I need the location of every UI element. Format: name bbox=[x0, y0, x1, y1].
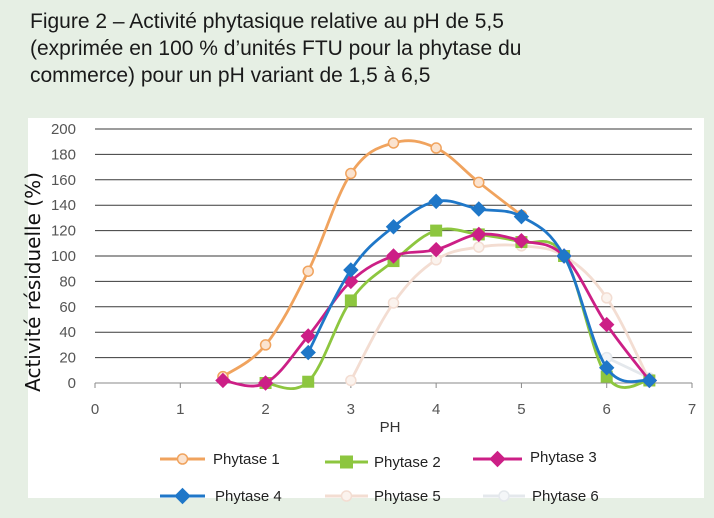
y-tick-label: 200 bbox=[51, 121, 76, 138]
figure-caption: Figure 2 – Activité phytasique relative … bbox=[30, 8, 700, 89]
data-point-series-1 bbox=[345, 167, 357, 180]
legend-swatch-marker bbox=[489, 450, 506, 468]
data-point-series-3 bbox=[599, 316, 615, 333]
legend-item-2: Phytase 2 bbox=[325, 454, 441, 471]
legend-swatch-marker bbox=[498, 490, 510, 502]
x-tick-label: 6 bbox=[603, 401, 611, 418]
series-1 bbox=[217, 137, 528, 383]
data-point-series-1 bbox=[302, 265, 314, 277]
data-point-series-4 bbox=[428, 193, 444, 210]
legend-item-6: Phytase 6 bbox=[483, 488, 599, 505]
legend-label: Phytase 2 bbox=[374, 454, 441, 471]
data-point-series-2 bbox=[302, 375, 315, 388]
data-point-series-1 bbox=[430, 142, 442, 154]
y-tick-label: 180 bbox=[51, 146, 76, 163]
legend-label: Phytase 4 bbox=[215, 488, 282, 505]
legend-item-1: Phytase 1 bbox=[160, 451, 280, 468]
y-tick-label: 100 bbox=[51, 248, 76, 265]
data-point-series-2 bbox=[344, 294, 357, 307]
data-point-series-3 bbox=[215, 372, 231, 389]
data-point-series-4 bbox=[513, 208, 530, 225]
legend-label: Phytase 3 bbox=[530, 449, 597, 466]
data-point-series-5 bbox=[473, 241, 485, 253]
x-tick-label: 7 bbox=[688, 401, 696, 418]
y-tick-label: 140 bbox=[51, 197, 76, 214]
legend-swatch-marker bbox=[176, 453, 189, 465]
x-tick-label: 2 bbox=[261, 401, 269, 418]
legend-swatch-marker bbox=[340, 490, 353, 502]
legend-item-3: Phytase 3 bbox=[473, 449, 597, 468]
y-tick-label: 120 bbox=[51, 223, 76, 240]
y-tick-label: 80 bbox=[59, 273, 76, 290]
data-point-series-4 bbox=[343, 262, 359, 278]
data-point-series-3 bbox=[471, 226, 487, 243]
y-tick-label: 160 bbox=[51, 172, 76, 189]
data-point-series-1 bbox=[473, 176, 485, 189]
legend-swatch-marker bbox=[340, 455, 353, 469]
data-point-series-4 bbox=[471, 201, 487, 217]
data-point-series-2 bbox=[430, 224, 443, 237]
data-point-series-4 bbox=[556, 248, 572, 264]
data-point-series-4 bbox=[599, 360, 615, 376]
x-tick-label: 1 bbox=[176, 401, 184, 418]
x-tick-label: 0 bbox=[91, 401, 99, 418]
data-point-series-3 bbox=[300, 328, 316, 344]
data-point-series-5 bbox=[600, 292, 613, 304]
plot-area bbox=[28, 118, 704, 498]
legend-item-4: Phytase 4 bbox=[160, 487, 282, 505]
x-tick-label: 3 bbox=[347, 401, 355, 418]
legend-label: Phytase 6 bbox=[532, 488, 599, 505]
y-axis-title: Activité résiduelle (%) bbox=[21, 172, 45, 392]
x-tick-label: 5 bbox=[517, 401, 525, 418]
legend-label: Phytase 5 bbox=[374, 488, 441, 505]
x-tick-label: 4 bbox=[432, 401, 440, 418]
data-point-series-4 bbox=[385, 219, 402, 235]
data-point-series-1 bbox=[259, 339, 272, 351]
data-point-series-3 bbox=[257, 375, 274, 391]
data-point-series-4 bbox=[641, 372, 658, 389]
series-4 bbox=[300, 193, 658, 389]
x-axis-title: PH bbox=[380, 419, 401, 436]
legend-swatch-marker bbox=[174, 487, 191, 505]
data-point-series-4 bbox=[300, 344, 316, 361]
y-tick-label: 60 bbox=[59, 299, 76, 316]
data-point-series-5 bbox=[345, 374, 357, 387]
data-point-series-3 bbox=[385, 248, 402, 264]
y-tick-label: 0 bbox=[68, 375, 76, 392]
data-point-series-5 bbox=[387, 297, 400, 309]
y-tick-label: 40 bbox=[59, 324, 76, 341]
series-line-1 bbox=[222, 139, 523, 378]
caption-line-3: commerce) pour un pH variant de 1,5 à 6,… bbox=[30, 64, 431, 87]
data-point-series-1 bbox=[387, 137, 400, 149]
legend-item-5: Phytase 5 bbox=[325, 488, 441, 505]
data-point-series-3 bbox=[428, 241, 444, 258]
caption-line-2: (exprimée en 100 % d’unités FTU pour la … bbox=[30, 37, 522, 60]
legend-label: Phytase 1 bbox=[213, 451, 280, 468]
y-tick-label: 20 bbox=[59, 350, 76, 367]
series-line-2 bbox=[265, 227, 650, 391]
caption-line-1: Figure 2 – Activité phytasique relative … bbox=[30, 10, 504, 33]
data-point-series-3 bbox=[513, 233, 530, 249]
